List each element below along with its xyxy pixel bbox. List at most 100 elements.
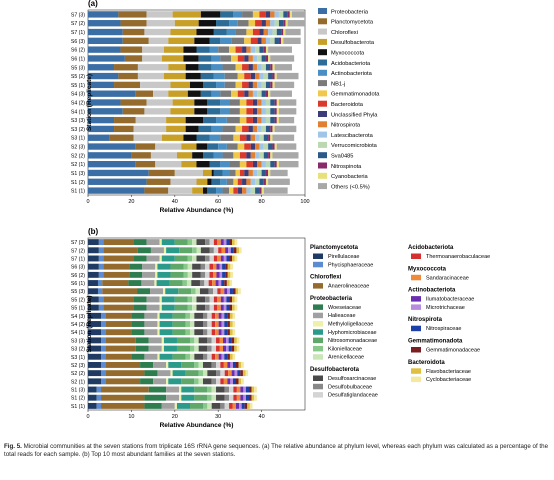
bar-segment: [198, 378, 204, 385]
bar-segment: [229, 255, 233, 262]
bar-segment: [274, 99, 277, 106]
bar-segment: [239, 169, 245, 177]
bar-segment: [155, 143, 182, 150]
bar-segment: [187, 90, 201, 97]
bar-segment: [257, 99, 262, 106]
legend-swatch: [313, 354, 323, 360]
y-tick-label: S7 (2): [71, 248, 85, 254]
bar-segment: [222, 345, 227, 352]
bar-segment: [268, 152, 271, 159]
bar-segment: [233, 386, 237, 393]
bar-segment: [174, 402, 177, 409]
bar-segment: [249, 402, 253, 409]
bar-segment: [163, 247, 167, 254]
bar-segment: [257, 108, 262, 115]
bar-segment: [218, 321, 222, 327]
bar-segment: [270, 99, 275, 106]
x-tick-label: 80: [259, 199, 265, 205]
bar-segment: [261, 37, 266, 45]
bar-segment: [200, 11, 221, 18]
bar-segment: [140, 378, 154, 385]
bar-segment: [252, 81, 258, 89]
bar-segment: [228, 337, 232, 344]
bar-segment: [220, 362, 224, 368]
bar-segment: [222, 152, 234, 159]
legend-label: Gemmatimonadota: [331, 92, 380, 98]
bar-segment: [203, 378, 212, 385]
bar-segment: [128, 280, 142, 286]
bar-segment: [218, 143, 227, 150]
bar-segment: [207, 321, 212, 327]
bar-segment: [161, 345, 164, 352]
bar-segment: [238, 362, 242, 368]
bar-segment: [101, 337, 106, 344]
bar-segment: [195, 288, 200, 295]
y-tick-label: S3 (2): [71, 347, 85, 353]
bar-segment: [88, 46, 121, 53]
bar-segment: [168, 37, 195, 45]
legend-swatch: [318, 90, 327, 97]
bar-segment: [274, 143, 277, 150]
bar-segment: [135, 90, 154, 97]
bar-segment: [216, 271, 220, 278]
bar-segment: [207, 386, 212, 393]
bar-segment: [246, 116, 253, 124]
bar-segment: [283, 20, 286, 27]
bar-segment: [218, 329, 222, 336]
bar-segment: [166, 116, 186, 124]
bar-segment: [200, 90, 212, 97]
bar-segment: [248, 64, 253, 71]
y-tick-label: S2 (1): [71, 379, 85, 385]
bar-segment: [144, 329, 158, 336]
bar-segment: [194, 108, 208, 115]
bar-segment: [196, 160, 210, 168]
bar-segment: [229, 402, 233, 409]
bar-segment: [209, 271, 213, 278]
bar-segment: [235, 64, 243, 71]
bar-segment: [237, 72, 245, 80]
bar-segment: [255, 178, 260, 185]
bar-segment: [239, 402, 242, 409]
bar-segment: [88, 134, 110, 141]
y-tick-label: S7 (3): [71, 240, 85, 246]
bar-segment: [224, 394, 230, 401]
bar-segment: [244, 72, 251, 80]
bar-segment: [259, 46, 264, 53]
bar-segment: [176, 345, 190, 352]
bar-segment: [223, 362, 228, 368]
legend-group-title: Chloroflexi: [310, 275, 342, 281]
bar-segment: [238, 378, 242, 385]
bar-segment: [246, 99, 253, 106]
bar-segment: [205, 255, 210, 262]
bar-segment: [225, 271, 228, 278]
bar-segment: [183, 271, 188, 278]
bar-segment: [198, 55, 212, 62]
bar-segment: [220, 90, 232, 97]
bar-segment: [157, 263, 171, 270]
y-tick-label: S6 (1): [71, 56, 85, 62]
bar-segment: [142, 55, 162, 62]
bar-segment: [101, 394, 145, 401]
legend-label: Phycisphaeraceae: [328, 262, 373, 268]
bar-segment: [233, 187, 238, 194]
bar-segment: [129, 263, 143, 270]
legend-label: Desulfosarcinaceae: [328, 376, 376, 382]
legend-swatch: [411, 325, 421, 332]
bar-segment: [265, 125, 271, 133]
bar-segment: [133, 239, 147, 246]
bar-segment: [150, 247, 164, 254]
x-tick-label: 0: [86, 199, 89, 205]
bar-segment: [199, 280, 205, 286]
bar-segment: [263, 152, 269, 159]
bar-segment: [196, 296, 206, 303]
x-tick-label: 60: [215, 199, 221, 205]
bar-segment: [224, 370, 229, 377]
bar-segment: [174, 20, 199, 27]
bar-segment: [105, 329, 132, 336]
bar-segment: [156, 280, 170, 286]
bar-segment: [259, 152, 264, 159]
bar-segment: [97, 280, 103, 286]
bar-segment: [157, 271, 171, 278]
bar-segment: [146, 11, 173, 18]
bar-segment: [161, 134, 184, 141]
